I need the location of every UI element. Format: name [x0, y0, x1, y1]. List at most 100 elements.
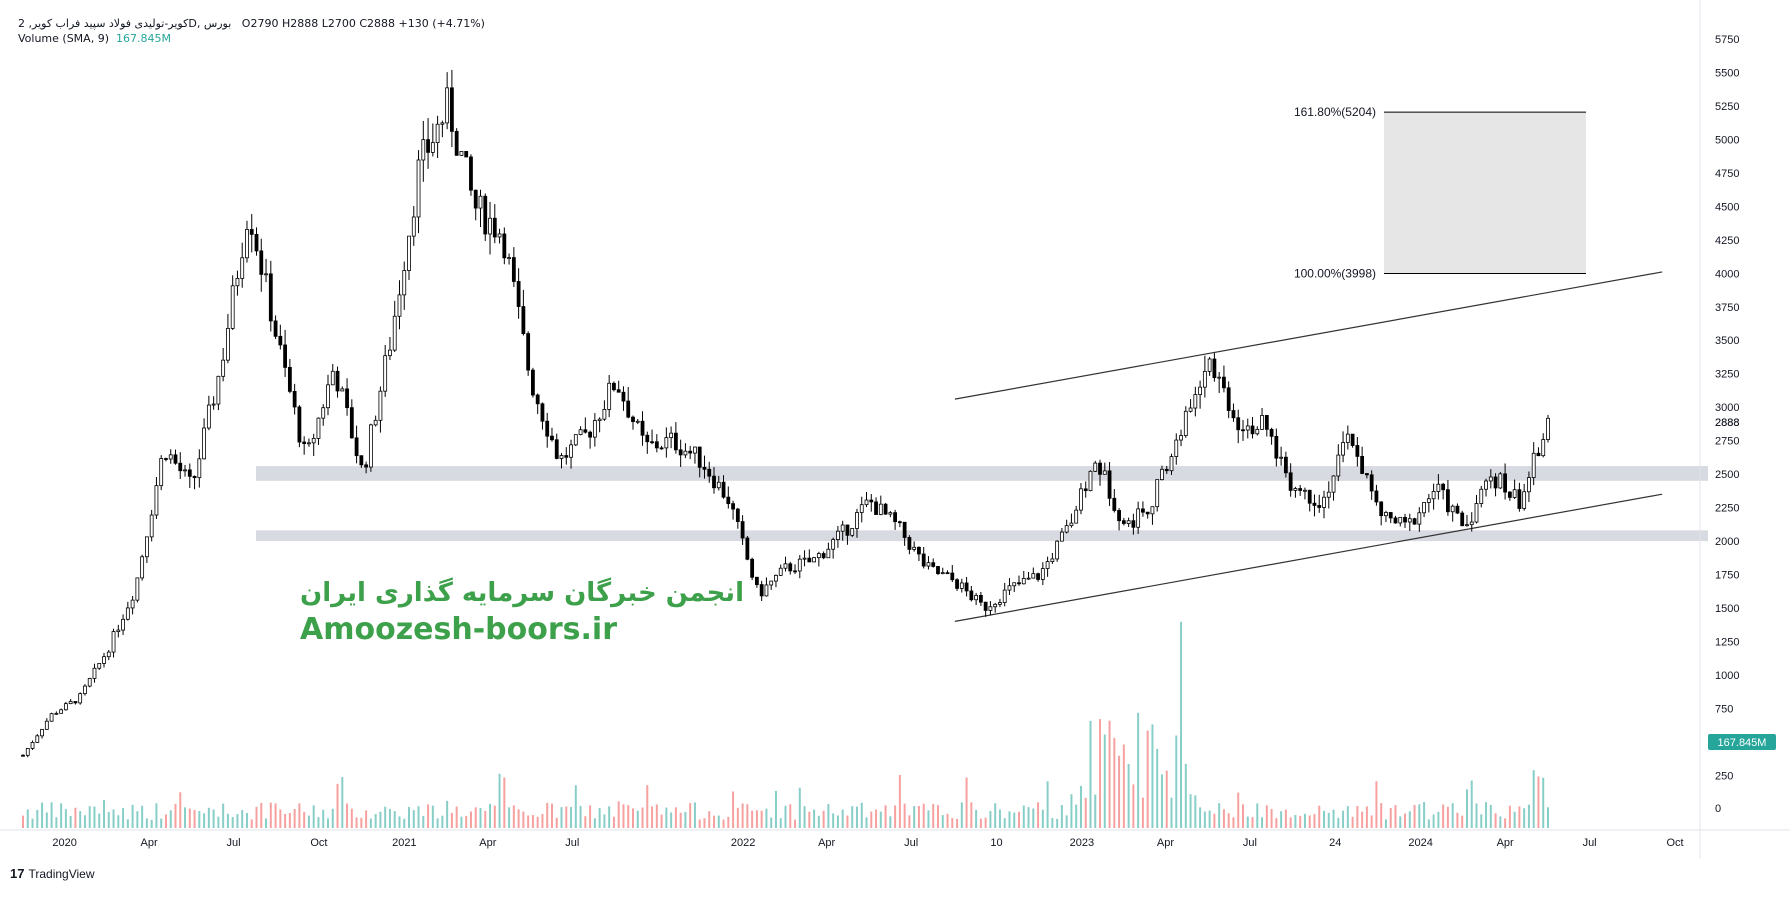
volume-bar — [817, 815, 820, 828]
volume-bar — [641, 807, 644, 828]
candle-body — [287, 366, 292, 392]
volume-bar — [736, 807, 739, 828]
price-tick-label: 3750 — [1715, 302, 1739, 314]
volume-bar — [1342, 810, 1345, 828]
time-tick-label: Jul — [565, 837, 579, 849]
candle-body — [1007, 585, 1012, 591]
candle-body — [1155, 479, 1160, 508]
candle-body — [430, 142, 435, 153]
volume-bar — [1151, 724, 1154, 828]
volume-indicator-label[interactable]: Volume (SMA, 9) — [18, 32, 109, 45]
candle-body — [178, 462, 183, 472]
candle-body — [988, 606, 993, 611]
volume-bar — [1365, 806, 1368, 828]
volume-bar — [355, 817, 358, 828]
candle-body — [1141, 508, 1145, 513]
candle-body — [1503, 473, 1507, 493]
candle-body — [936, 566, 940, 575]
candle-body — [1279, 456, 1284, 459]
candle-body — [378, 390, 383, 421]
candle-body — [87, 678, 92, 687]
volume-bar — [1265, 805, 1268, 828]
volume-bar — [484, 810, 487, 828]
time-tick-label: Jul — [1583, 837, 1597, 849]
volume-bar — [727, 816, 730, 828]
price-tick-label: 2500 — [1715, 469, 1739, 481]
candle-body — [545, 420, 550, 437]
volume-bar — [1361, 811, 1364, 828]
volume-bar — [226, 813, 229, 828]
candle-body — [726, 496, 731, 505]
price-tick-label: 3250 — [1715, 369, 1739, 381]
candle-body — [769, 580, 774, 586]
candle-body — [592, 420, 597, 438]
candle-body — [164, 458, 168, 460]
candle-body — [750, 558, 755, 578]
candle-body — [1527, 477, 1531, 493]
candle-body — [783, 563, 788, 569]
volume-bar — [117, 815, 120, 828]
volume-bar — [998, 809, 1001, 828]
volume-bar — [1313, 814, 1316, 828]
candle-body — [121, 618, 125, 631]
volume-bar — [1022, 805, 1025, 828]
volume-bar — [341, 777, 344, 828]
candle-body — [83, 685, 87, 695]
price-tick-label: 1250 — [1715, 636, 1739, 648]
price-tick-label: 5500 — [1715, 67, 1739, 79]
volume-bar — [1504, 818, 1507, 828]
candle-body — [978, 594, 983, 603]
volume-bar — [1427, 819, 1430, 828]
volume-bar — [1532, 770, 1535, 828]
candle-body — [602, 409, 607, 420]
volume-bar — [1108, 720, 1111, 828]
candle-body — [1059, 531, 1064, 542]
volume-bar — [145, 818, 148, 828]
time-tick-label: Jul — [227, 837, 241, 849]
volume-bar — [508, 807, 511, 828]
time-tick-label: 10 — [990, 837, 1002, 849]
candle-body — [63, 703, 68, 711]
volume-bar — [1437, 811, 1440, 828]
candle-body — [1369, 474, 1374, 492]
volume-bar — [1518, 806, 1521, 828]
symbol-name[interactable]: 2 ,کویر-تولیدی فولاد سپید فراب کویرD, بو… — [18, 17, 232, 30]
volume-row: Volume (SMA, 9) 167.845M — [18, 31, 485, 46]
candle-body — [235, 278, 240, 287]
volume-bar — [1180, 621, 1183, 828]
candle-body — [187, 469, 192, 477]
volume-bar — [1208, 810, 1211, 828]
candle-body — [1488, 476, 1493, 482]
time-tick-label: Jul — [904, 837, 918, 849]
candle-body — [478, 195, 483, 209]
candle-body — [202, 427, 206, 460]
candle-body — [955, 579, 959, 589]
volume-bar — [131, 804, 134, 828]
candle-body — [1202, 370, 1207, 388]
candle-body — [1069, 522, 1074, 527]
volume-bar — [1127, 764, 1130, 828]
candle-body — [559, 455, 564, 459]
volume-bar — [489, 803, 492, 828]
candle-body — [283, 344, 288, 368]
candle-body — [554, 439, 559, 459]
candle-body — [1388, 512, 1393, 519]
candle-body — [1312, 502, 1317, 506]
tradingview-footer[interactable]: 17 TradingView — [10, 866, 95, 881]
candle-body — [249, 229, 254, 235]
volume-bar — [250, 819, 253, 828]
volume-bar — [1170, 797, 1173, 828]
candle-body — [1398, 516, 1403, 524]
volume-bar — [603, 814, 606, 828]
volume-bar — [1175, 735, 1178, 828]
watermark-site: Amoozesh-boors.ir — [300, 612, 617, 647]
candle-body — [73, 701, 78, 704]
volume-bar — [441, 815, 444, 828]
volume-bar — [1475, 803, 1478, 828]
volume-bar — [317, 817, 320, 828]
volume-bar — [427, 804, 430, 828]
candle-body — [1336, 454, 1341, 477]
candle-body — [931, 562, 936, 567]
